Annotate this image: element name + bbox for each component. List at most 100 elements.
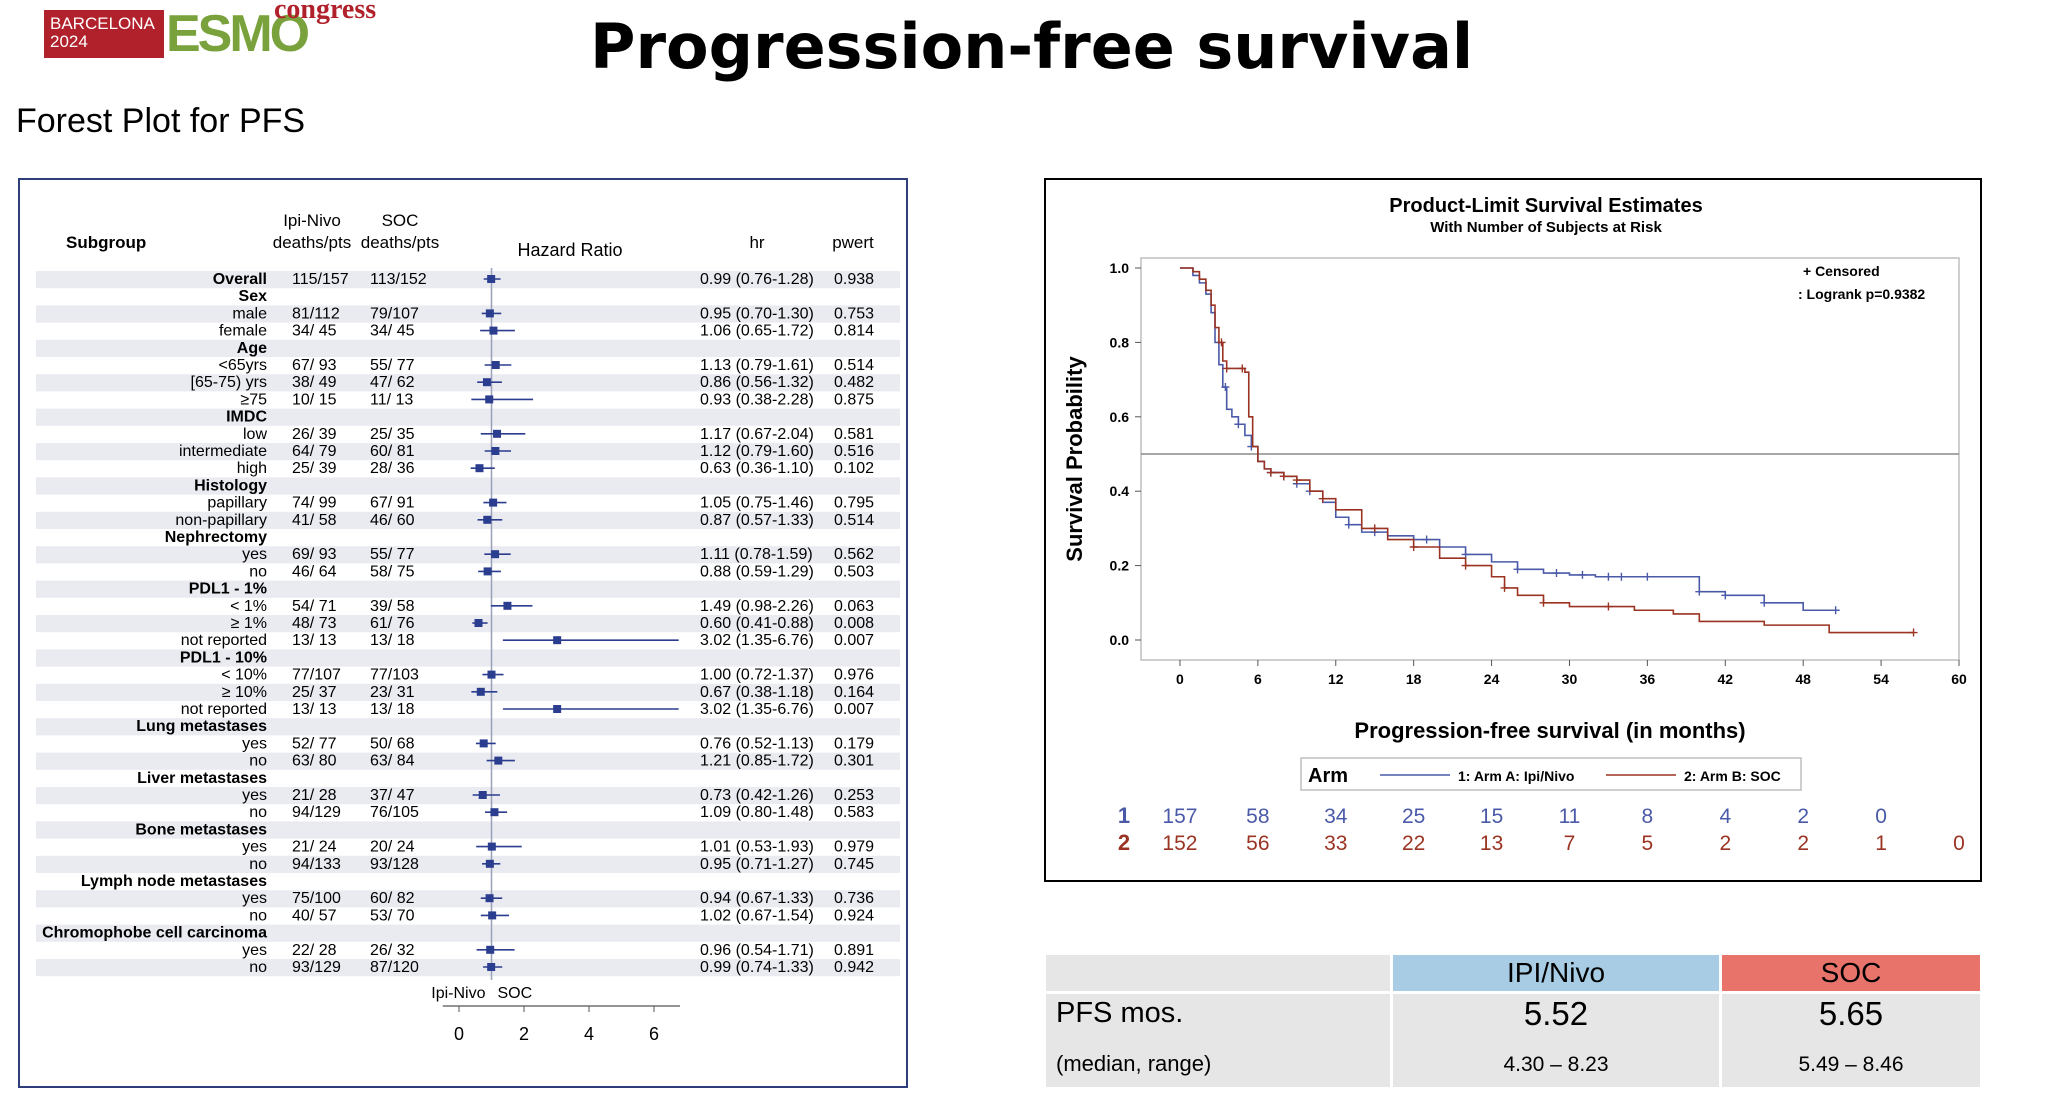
- hr-ci-value: 1.02 (0.67-1.54): [700, 907, 814, 924]
- arm2-deaths: 46/ 60: [370, 512, 415, 529]
- ipinivo-range: 4.30 – 8.23: [1503, 1053, 1609, 1076]
- hr-ci-value: 1.09 (0.80-1.48): [700, 804, 814, 821]
- km-x-tick-label: 24: [1484, 671, 1500, 687]
- forest-point: [553, 636, 562, 645]
- forest-point: [479, 739, 488, 748]
- forest-point: [489, 326, 498, 335]
- km-censor-mark: [1604, 572, 1613, 581]
- subgroup-label: yes: [242, 942, 267, 959]
- esmo-logo: BARCELONA 2024 ESMO congress: [44, 0, 384, 64]
- km-plot: Product-Limit Survival Estimates With Num…: [1062, 195, 1967, 855]
- arm1-deaths: 34/ 45: [292, 323, 337, 340]
- ipinivo-median: 5.52: [1523, 995, 1589, 1032]
- forest-point: [494, 756, 503, 765]
- km-censor-mark: [1318, 494, 1327, 503]
- subgroup-label: yes: [242, 787, 267, 804]
- p-value: 0.795: [834, 495, 874, 512]
- forest-point: [493, 429, 502, 438]
- km-censor-mark: [1831, 606, 1840, 615]
- arm1-deaths: 40/ 57: [292, 907, 337, 924]
- subgroup-header: Sex: [239, 288, 268, 305]
- at-risk-count: 58: [1246, 805, 1269, 828]
- forest-row-stripe: [36, 546, 900, 564]
- arm2-deaths: 60/ 82: [370, 890, 415, 907]
- p-value: 0.164: [834, 684, 874, 701]
- subgroup-label: yes: [242, 839, 267, 856]
- hr-ci-value: 0.93 (0.38-2.28): [700, 391, 814, 408]
- at-risk-count: 5: [1642, 832, 1654, 855]
- subgroup-header: PDL1 - 10%: [180, 649, 267, 666]
- km-y-axis-label: Survival Probability: [1062, 356, 1087, 562]
- col-pwert: pwert: [832, 233, 874, 252]
- forest-row-stripe: [36, 718, 900, 736]
- forest-row-stripe: [36, 752, 900, 770]
- km-censor-mark: [1279, 472, 1288, 481]
- hr-ci-value: 3.02 (1.35-6.76): [700, 632, 814, 649]
- arm1-deaths: 81/112: [292, 305, 340, 322]
- km-y-tick-label: 1.0: [1110, 260, 1130, 276]
- hr-ci-value: 0.95 (0.71-1.27): [700, 856, 814, 873]
- km-x-tick-label: 0: [1176, 671, 1184, 687]
- km-censor-mark: [1513, 565, 1522, 574]
- p-value: 0.482: [834, 374, 874, 391]
- subgroup-header: Bone metastases: [135, 821, 267, 838]
- arm2-deaths: 63/ 84: [370, 753, 415, 770]
- forest-row-stripe: [36, 787, 900, 805]
- subgroup-label: yes: [242, 735, 267, 752]
- p-value: 0.875: [834, 391, 874, 408]
- p-value: 0.976: [834, 667, 874, 684]
- subgroup-label: female: [219, 323, 267, 340]
- hr-ci-value: 0.99 (0.76-1.28): [700, 271, 814, 288]
- arm1-deaths: 69/ 93: [292, 546, 337, 563]
- forest-point: [489, 498, 498, 507]
- arm1-deaths: 41/ 58: [292, 512, 337, 529]
- km-censor-mark: [1422, 535, 1431, 544]
- arm1-deaths: 74/ 99: [292, 495, 337, 512]
- subgroup-header: PDL1 - 1%: [189, 581, 267, 598]
- hr-ci-value: 1.11 (0.78-1.59): [700, 546, 813, 563]
- subgroup-label: <65yrs: [219, 357, 267, 374]
- soc-range: 5.49 – 8.46: [1798, 1053, 1904, 1076]
- forest-point: [553, 705, 562, 713]
- p-value: 0.891: [834, 942, 874, 959]
- arm2-deaths: 13/ 18: [370, 632, 415, 649]
- km-x-tick-label: 60: [1951, 671, 1967, 687]
- km-censor-mark: [1222, 364, 1231, 373]
- forest-point: [485, 894, 494, 903]
- forest-x-tick-label: 2: [519, 1024, 529, 1044]
- logo-suffix: congress: [274, 0, 377, 25]
- arm2-deaths: 55/ 77: [370, 357, 415, 374]
- forest-row-stripe: [36, 511, 900, 529]
- p-value: 0.938: [834, 271, 874, 288]
- at-risk-count: 157: [1162, 805, 1197, 828]
- subgroup-header: Liver metastases: [137, 770, 267, 787]
- forest-row-stripe: [36, 408, 900, 426]
- p-value: 0.979: [834, 839, 874, 856]
- at-risk-count: 11: [1559, 805, 1581, 828]
- subgroup-header: Age: [237, 340, 267, 357]
- at-risk-count: 34: [1324, 805, 1348, 828]
- subgroup-label: intermediate: [179, 443, 267, 460]
- col-hr: hr: [749, 233, 764, 252]
- p-value: 0.814: [834, 323, 874, 340]
- subgroup-label: yes: [242, 546, 267, 563]
- arm1-deaths: 75/100: [292, 890, 341, 907]
- forest-point: [478, 791, 487, 799]
- at-risk-count: 56: [1246, 832, 1269, 855]
- p-value: 0.736: [834, 890, 874, 907]
- km-x-tick-label: 36: [1640, 671, 1656, 687]
- subgroup-label: non-papillary: [175, 512, 267, 529]
- hr-ci-value: 0.60 (0.41-0.88): [700, 615, 814, 632]
- km-censor-mark: [1721, 591, 1730, 600]
- arm1-deaths: 25/ 39: [292, 460, 337, 477]
- at-risk-count: 2: [1719, 832, 1731, 855]
- arm1-deaths: 13/ 13: [292, 632, 337, 649]
- forest-point: [483, 567, 492, 576]
- km-plot-frame: Product-Limit Survival Estimates With Num…: [1044, 178, 1982, 882]
- p-value: 0.253: [834, 787, 874, 804]
- km-title: Product-Limit Survival Estimates: [1389, 195, 1702, 217]
- forest-x-tick-label: 4: [584, 1024, 594, 1044]
- arm2-deaths: 20/ 24: [370, 839, 415, 856]
- km-x-tick-label: 48: [1795, 671, 1811, 687]
- soc-median: 5.65: [1818, 995, 1884, 1032]
